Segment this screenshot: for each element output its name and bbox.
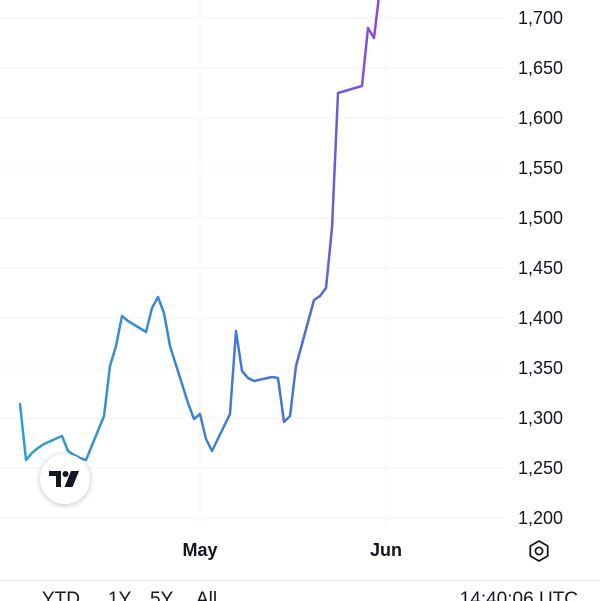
chart-area[interactable]: 1,700 1,650 1,600 1,550 1,500 1,450 1,400 1,350… bbox=[0, 0, 600, 580]
date-tick-label: Jun bbox=[370, 540, 402, 560]
price-scale[interactable]: 1,700 1,650 1,600 1,550 1,500 1,450 1,400 1,350… bbox=[518, 8, 563, 528]
tradingview-logo-glyph bbox=[49, 471, 79, 487]
price-chart[interactable]: 1,700 1,650 1,600 1,550 1,500 1,450 1,400 1,350… bbox=[0, 0, 600, 580]
price-tick-label: 1,650 bbox=[518, 58, 563, 78]
range-button-all[interactable]: All bbox=[196, 589, 218, 601]
vertical-gridlines bbox=[199, 0, 387, 525]
range-button-5y[interactable]: 5Y bbox=[150, 589, 174, 601]
range-button-ytd[interactable]: YTD bbox=[42, 589, 80, 601]
utc-clock[interactable]: 14:40:06 UTC bbox=[459, 589, 578, 601]
price-tick-label: 1,400 bbox=[518, 308, 563, 328]
bottom-toolbar: YTD 1Y 5Y All 14:40:06 UTC bbox=[0, 580, 600, 601]
price-tick-label: 1,450 bbox=[518, 258, 563, 278]
range-button-1y[interactable]: 1Y bbox=[108, 589, 132, 601]
price-tick-label: 1,550 bbox=[518, 158, 563, 178]
price-tick-label: 1,350 bbox=[518, 358, 563, 378]
settings-hexagon-icon[interactable] bbox=[526, 538, 552, 564]
price-tick-label: 1,300 bbox=[518, 408, 563, 428]
horizontal-gridlines bbox=[0, 17, 505, 519]
price-tick-label: 1,700 bbox=[518, 8, 563, 28]
tradingview-logo-icon[interactable] bbox=[40, 454, 90, 504]
price-tick-label: 1,500 bbox=[518, 208, 563, 228]
price-tick-label: 1,600 bbox=[518, 108, 563, 128]
price-tick-label: 1,250 bbox=[518, 458, 563, 478]
price-tick-label: 1,200 bbox=[518, 508, 563, 528]
date-tick-label: May bbox=[182, 540, 217, 560]
settings-hexagon-glyph bbox=[529, 540, 549, 562]
time-scale[interactable]: May Jun bbox=[182, 540, 402, 560]
